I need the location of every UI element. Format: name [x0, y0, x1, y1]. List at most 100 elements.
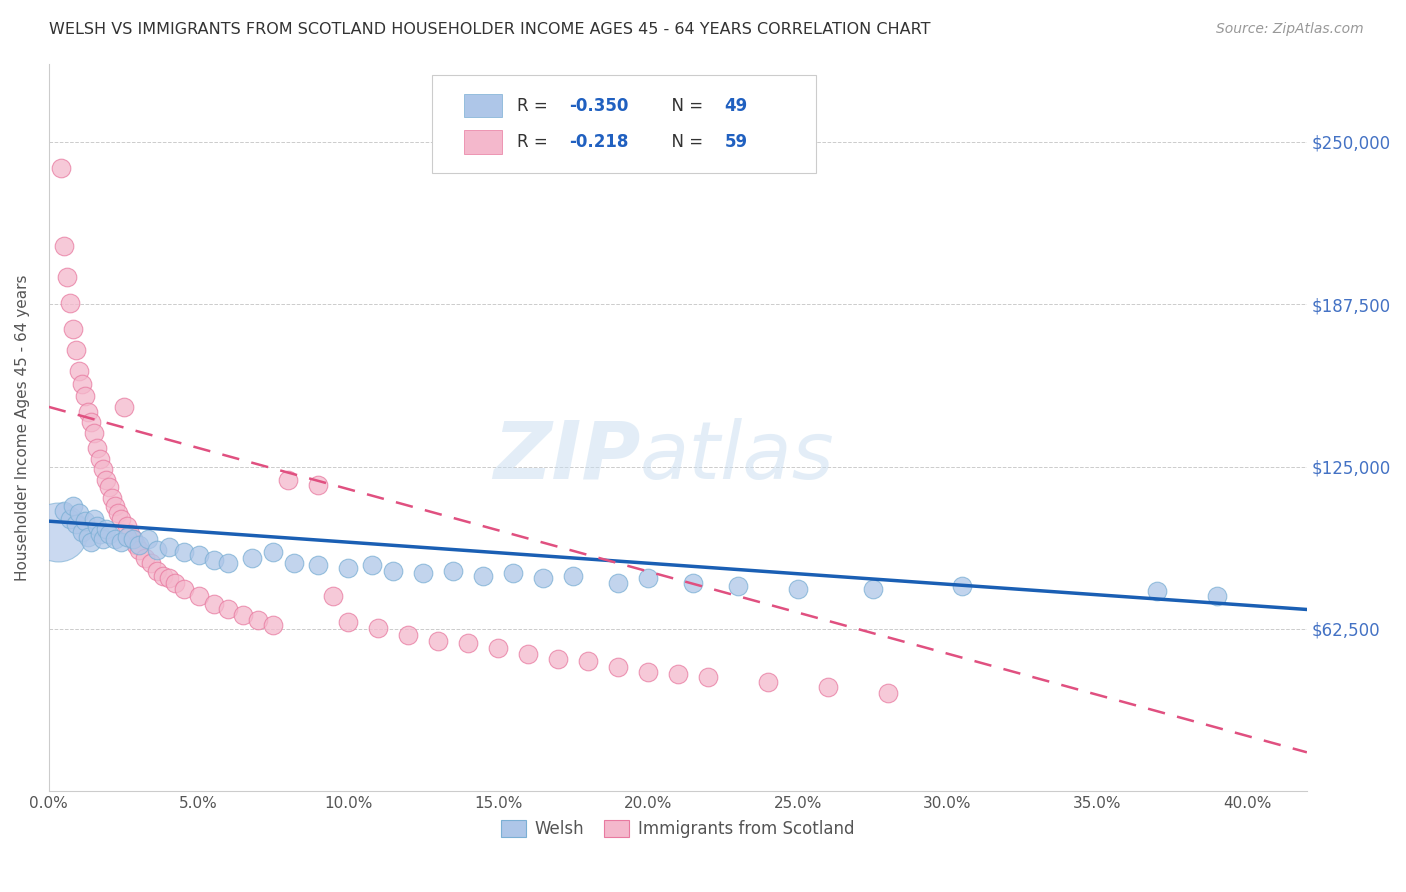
Point — [76, 405, 98, 419]
Point — [218, 602, 240, 616]
Point — [134, 550, 156, 565]
Point — [128, 542, 150, 557]
Point — [202, 553, 225, 567]
Point — [862, 582, 884, 596]
Point — [157, 540, 180, 554]
Point — [486, 641, 509, 656]
Point — [65, 516, 87, 531]
Point — [637, 665, 659, 679]
Point — [202, 597, 225, 611]
Point — [94, 473, 117, 487]
Point — [218, 556, 240, 570]
Point — [817, 681, 839, 695]
Point — [412, 566, 434, 580]
Point — [110, 511, 132, 525]
Text: WELSH VS IMMIGRANTS FROM SCOTLAND HOUSEHOLDER INCOME AGES 45 - 64 YEARS CORRELAT: WELSH VS IMMIGRANTS FROM SCOTLAND HOUSEH… — [49, 22, 931, 37]
Point — [67, 363, 90, 377]
Point — [100, 491, 122, 505]
Point — [606, 576, 628, 591]
Legend: Welsh, Immigrants from Scotland: Welsh, Immigrants from Scotland — [495, 814, 860, 845]
Point — [606, 659, 628, 673]
Point — [307, 558, 329, 573]
Point — [59, 511, 82, 525]
Point — [756, 675, 779, 690]
Point — [104, 499, 127, 513]
Point — [83, 511, 105, 525]
Point — [89, 527, 111, 541]
Text: 49: 49 — [724, 96, 748, 114]
Point — [70, 376, 93, 391]
Point — [382, 564, 405, 578]
Point — [112, 400, 135, 414]
FancyBboxPatch shape — [433, 75, 817, 173]
Point — [173, 582, 195, 596]
Point — [187, 548, 209, 562]
Point — [128, 537, 150, 551]
Text: Source: ZipAtlas.com: Source: ZipAtlas.com — [1216, 22, 1364, 37]
Point — [80, 416, 103, 430]
Point — [457, 636, 479, 650]
Point — [666, 667, 689, 681]
Point — [76, 530, 98, 544]
Point — [145, 564, 167, 578]
Point — [531, 571, 554, 585]
Point — [115, 519, 138, 533]
Point — [502, 566, 524, 580]
Point — [367, 621, 389, 635]
Point — [80, 535, 103, 549]
Point — [49, 161, 72, 175]
Point — [86, 519, 108, 533]
Point — [107, 507, 129, 521]
Point — [136, 533, 159, 547]
Point — [876, 685, 898, 699]
Point — [441, 564, 464, 578]
Point — [277, 473, 299, 487]
Point — [1146, 584, 1168, 599]
Point — [950, 579, 973, 593]
Text: N =: N = — [661, 133, 709, 151]
Point — [1206, 590, 1229, 604]
Point — [337, 615, 360, 630]
Point — [307, 478, 329, 492]
Text: ZIP: ZIP — [492, 417, 640, 496]
Point — [396, 628, 419, 642]
FancyBboxPatch shape — [464, 130, 502, 153]
Point — [52, 504, 75, 518]
Point — [361, 558, 384, 573]
Point — [91, 462, 114, 476]
Point — [46, 524, 69, 539]
Point — [97, 527, 120, 541]
Point — [262, 618, 284, 632]
Text: -0.218: -0.218 — [569, 133, 628, 151]
Point — [86, 442, 108, 456]
Point — [73, 514, 96, 528]
Point — [62, 322, 84, 336]
Point — [247, 613, 270, 627]
Point — [110, 535, 132, 549]
Point — [163, 576, 186, 591]
Point — [52, 239, 75, 253]
Text: R =: R = — [517, 133, 553, 151]
Point — [786, 582, 808, 596]
Point — [139, 556, 162, 570]
Point — [67, 507, 90, 521]
Point — [55, 270, 77, 285]
Text: N =: N = — [661, 96, 709, 114]
Point — [322, 590, 344, 604]
Point — [427, 633, 450, 648]
Point — [262, 545, 284, 559]
Point — [70, 524, 93, 539]
Point — [637, 571, 659, 585]
Point — [145, 542, 167, 557]
Point — [682, 576, 704, 591]
FancyBboxPatch shape — [464, 94, 502, 117]
Text: atlas: atlas — [640, 417, 835, 496]
Point — [696, 670, 718, 684]
Point — [94, 522, 117, 536]
Point — [727, 579, 749, 593]
Point — [62, 499, 84, 513]
Point — [187, 590, 209, 604]
Point — [157, 571, 180, 585]
Point — [232, 607, 254, 622]
Point — [283, 556, 305, 570]
